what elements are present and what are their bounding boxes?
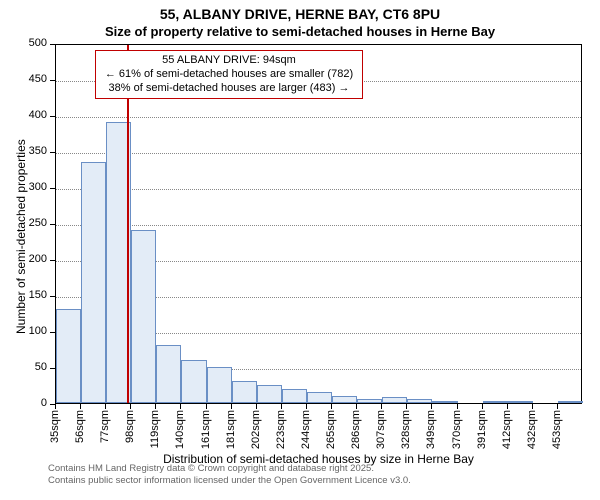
histogram-bar [307,392,332,403]
y-tick-label: 400 [7,109,47,121]
histogram-bar [357,399,382,403]
x-tick-label: 307sqm [375,410,387,449]
x-tick-label: 140sqm [174,410,186,449]
y-tick-label: 500 [7,37,47,49]
attribution-text: Contains HM Land Registry data © Crown c… [48,463,411,486]
histogram-bar [282,389,307,403]
y-tick-label: 250 [7,217,47,229]
x-tick-label: 35sqm [49,410,61,443]
annotation-line: 55 ALBANY DRIVE: 94sqm [102,54,356,68]
gridline [56,117,581,118]
x-tick-label: 265sqm [325,410,337,449]
x-tick-label: 349sqm [425,410,437,449]
x-tick-label: 98sqm [124,410,136,443]
y-tick-label: 0 [7,397,47,409]
histogram-bar [257,385,282,403]
annotation-line: ← 61% of semi-detached houses are smalle… [102,68,356,82]
y-tick-label: 200 [7,253,47,265]
attribution-line-2: Contains public sector information licen… [48,475,411,486]
annotation-line: 38% of semi-detached houses are larger (… [102,82,356,96]
x-tick-label: 370sqm [451,410,463,449]
x-tick-label: 223sqm [275,410,287,449]
y-tick-label: 150 [7,289,47,301]
histogram-bar [81,162,106,403]
histogram-bar [181,360,206,403]
y-axis-label: Number of semi-detached properties [14,139,28,334]
histogram-bar [156,345,181,403]
y-tick-label: 100 [7,325,47,337]
histogram-bar [56,309,81,403]
y-tick-label: 50 [7,361,47,373]
histogram-bar [432,401,457,403]
x-tick-label: 161sqm [200,410,212,449]
x-tick-label: 453sqm [551,410,563,449]
y-tick-label: 350 [7,145,47,157]
x-tick-label: 56sqm [74,410,86,443]
attribution-line-1: Contains HM Land Registry data © Crown c… [48,463,411,474]
x-tick-label: 202sqm [250,410,262,449]
histogram-bar [207,367,232,403]
gridline [56,225,581,226]
histogram-bar [558,401,583,403]
histogram-bar [483,401,508,403]
histogram-bar [332,396,357,403]
histogram-bar [131,230,156,403]
histogram-bar [508,401,533,403]
x-tick-label: 328sqm [400,410,412,449]
histogram-chart: 55, ALBANY DRIVE, HERNE BAY, CT6 8PU Siz… [0,0,600,500]
gridline [56,189,581,190]
annotation-box: 55 ALBANY DRIVE: 94sqm← 61% of semi-deta… [95,50,363,99]
x-tick-label: 244sqm [300,410,312,449]
gridline [56,153,581,154]
chart-subtitle: Size of property relative to semi-detach… [0,24,600,39]
x-tick-label: 432sqm [526,410,538,449]
x-tick-label: 286sqm [350,410,362,449]
x-tick-label: 77sqm [99,410,111,443]
x-tick-label: 119sqm [149,410,161,448]
histogram-bar [407,399,432,403]
y-tick-label: 450 [7,73,47,85]
x-tick-label: 391sqm [476,410,488,449]
y-tick-label: 300 [7,181,47,193]
chart-title-block: 55, ALBANY DRIVE, HERNE BAY, CT6 8PU Siz… [0,6,600,39]
histogram-bar [382,397,407,403]
x-tick-label: 412sqm [501,410,513,449]
chart-title: 55, ALBANY DRIVE, HERNE BAY, CT6 8PU [0,6,600,22]
histogram-bar [232,381,257,403]
x-tick-label: 181sqm [225,410,237,449]
